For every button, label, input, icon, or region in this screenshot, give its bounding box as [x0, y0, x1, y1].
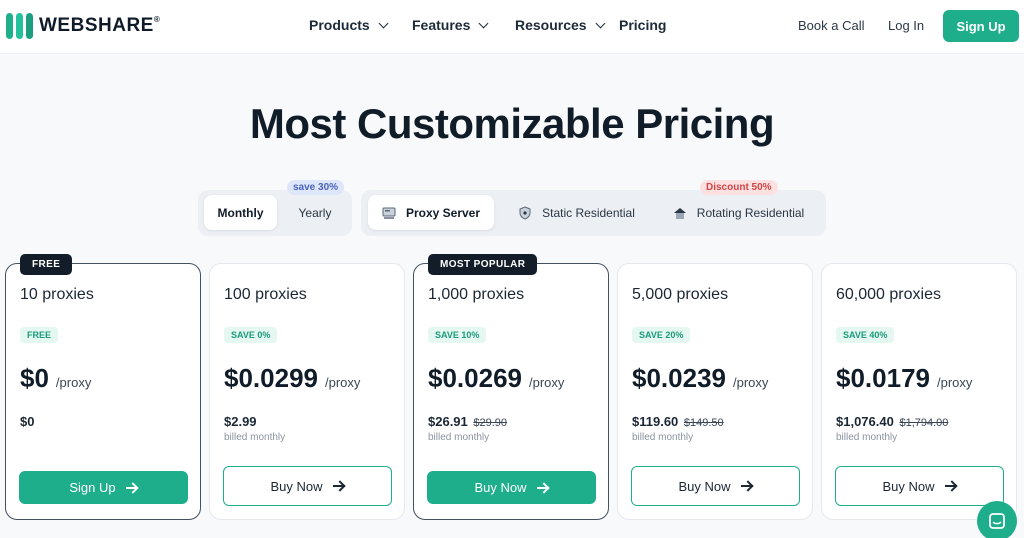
plan-save-badge: SAVE 40% [836, 327, 895, 343]
plan-total: $0 [20, 414, 35, 429]
arrow-right-icon [332, 481, 345, 491]
server-icon [382, 206, 396, 220]
plan-save-badge: SAVE 10% [428, 327, 487, 343]
nav-features-label: Features [412, 17, 471, 33]
plan-card-100: 100 proxies SAVE 0% $0.0299/proxy $2.99 … [209, 263, 405, 520]
plan-card-10: FREE 10 proxies FREE $0/proxy $0 Sign Up [5, 254, 201, 520]
plan-old-total: $1,794.00 [899, 417, 949, 429]
plan-button-label: Buy Now [270, 478, 323, 494]
nav-features[interactable]: Features [412, 17, 489, 33]
plan-save-badge: FREE [20, 327, 59, 343]
plan-price: $0 [20, 363, 49, 393]
chevron-down-icon [378, 18, 389, 28]
plan-button-label: Sign Up [69, 480, 116, 495]
webshare-logo[interactable]: WEBSHARE® [6, 13, 160, 39]
rotating-residential-label: Rotating Residential [696, 205, 805, 220]
plan-unit: /proxy [55, 375, 92, 390]
nav-resources-label: Resources [515, 17, 587, 33]
shield-icon [518, 205, 532, 220]
plan-card-60000: 60,000 proxies SAVE 40% $0.0179/proxy $1… [821, 263, 1017, 520]
brand-name: WEBSHARE [39, 15, 154, 36]
house-icon [673, 206, 687, 220]
plan-buy-button[interactable]: Buy Now [835, 466, 1004, 506]
webshare-logo-icon [6, 13, 33, 39]
chevron-down-icon [478, 18, 489, 28]
static-residential-label: Static Residential [542, 205, 635, 220]
arrow-right-icon [125, 483, 138, 493]
arrow-right-icon [740, 481, 753, 491]
plan-ribbon: MOST POPULAR [428, 254, 538, 275]
plan-save-badge: SAVE 0% [224, 327, 278, 343]
registered-mark: ® [153, 15, 161, 24]
billing-period-toggle: Monthly Yearly save 30% [198, 180, 352, 236]
signup-button[interactable]: Sign Up [943, 10, 1019, 42]
arrow-right-icon [944, 481, 957, 491]
plan-total: $2.99 [224, 414, 257, 429]
plan-name: 10 proxies [20, 286, 94, 303]
page-title: Most Customizable Pricing [249, 100, 775, 147]
plan-button-label: Buy Now [678, 478, 731, 494]
plan-billing-note: billed monthly [224, 432, 286, 443]
plan-unit: /proxy [732, 375, 769, 390]
nav-products[interactable]: Products [309, 17, 389, 33]
plan-save-badge: SAVE 20% [632, 327, 691, 343]
book-call-link[interactable]: Book a Call [798, 18, 865, 33]
plan-total: $26.91 [428, 414, 468, 429]
plan-old-total: $29.90 [473, 417, 508, 429]
plan-total: $119.60 [632, 414, 679, 429]
plan-name: 100 proxies [224, 286, 307, 303]
plan-signup-button[interactable]: Sign Up [19, 471, 188, 504]
plan-card-5000: 5,000 proxies SAVE 20% $0.0239/proxy $11… [617, 263, 813, 520]
nav-pricing-label: Pricing [619, 17, 667, 33]
top-navbar: WEBSHARE® Products Features Resources Pr… [0, 0, 1024, 54]
rotating-residential-option[interactable]: Rotating Residential [661, 195, 816, 230]
chevron-down-icon [595, 18, 606, 28]
proxy-type-toggle: Proxy Server Static Residential Rotating… [361, 180, 826, 236]
plan-billing-note: billed monthly [632, 432, 694, 443]
plan-unit: /proxy [528, 375, 565, 390]
static-residential-option[interactable]: Static Residential [509, 195, 644, 230]
nav-products-label: Products [309, 17, 370, 33]
nav-pricing[interactable]: Pricing [619, 17, 666, 33]
plan-buy-button[interactable]: Buy Now [223, 466, 392, 506]
plan-price: $0.0179 [836, 363, 930, 393]
plan-button-label: Buy Now [882, 478, 935, 494]
plan-ribbon: FREE [20, 254, 73, 275]
plan-billing-note: billed monthly [836, 432, 898, 443]
plan-price: $0.0299 [224, 363, 318, 393]
plan-price: $0.0239 [632, 363, 726, 393]
yearly-option[interactable]: Yearly [298, 205, 332, 220]
plan-unit: /proxy [324, 375, 361, 390]
chat-icon [989, 513, 1005, 529]
plan-total: $1,076.40 [836, 414, 894, 429]
chat-widget-button[interactable] [977, 501, 1017, 538]
plan-buy-button[interactable]: Buy Now [631, 466, 800, 506]
proxy-server-label: Proxy Server [405, 205, 481, 220]
plan-billing-note: billed monthly [428, 432, 490, 443]
plan-button-label: Buy Now [474, 480, 527, 495]
plan-unit: /proxy [936, 375, 973, 390]
plan-name: 1,000 proxies [428, 286, 525, 303]
login-link[interactable]: Log In [888, 18, 925, 33]
proxy-server-option[interactable]: Proxy Server [368, 195, 494, 230]
plan-buy-button[interactable]: Buy Now [427, 471, 596, 504]
arrow-right-icon [536, 483, 549, 493]
plan-name: 5,000 proxies [632, 286, 729, 303]
plan-card-1000: MOST POPULAR 1,000 proxies SAVE 10% $0.0… [413, 254, 609, 520]
discount-badge: Discount 50% [700, 180, 778, 195]
plan-name: 60,000 proxies [836, 286, 941, 303]
nav-resources[interactable]: Resources [515, 17, 606, 33]
plan-old-total: $149.50 [683, 417, 724, 429]
monthly-option[interactable]: Monthly [204, 195, 277, 230]
yearly-save-badge: save 30% [287, 180, 345, 195]
plan-price: $0.0269 [428, 363, 522, 393]
